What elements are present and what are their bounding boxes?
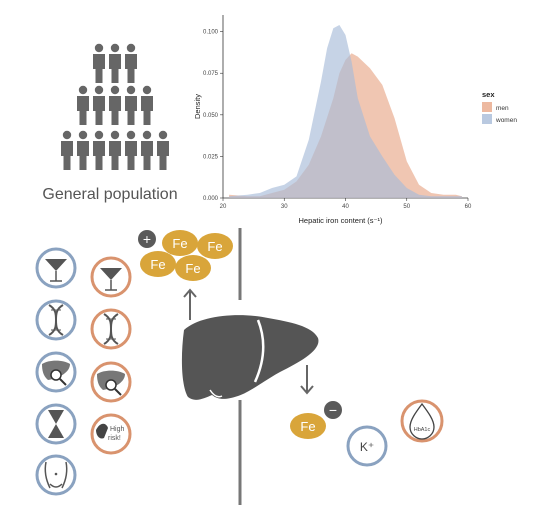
legend-label-men: men: [496, 105, 509, 112]
svg-text:K⁺: K⁺: [360, 440, 374, 454]
population-label: General population: [42, 186, 178, 203]
plus-icon: +: [138, 230, 156, 248]
down-arrow-icon: [300, 365, 314, 395]
svg-text:Fe: Fe: [150, 257, 165, 272]
potassium-circle: K⁺: [346, 425, 388, 467]
orange-liver-search-icon: [90, 361, 132, 403]
svg-text:Fe: Fe: [207, 239, 222, 254]
svg-text:High: High: [110, 426, 125, 433]
person-icon: [157, 130, 169, 170]
hba1c-drop-icon: HbA1c: [400, 399, 444, 443]
y-tick-label: 0.000: [203, 196, 219, 202]
blue-waist-icon: [35, 454, 77, 496]
orange-cocktail-icon: [90, 256, 132, 298]
person-icon: [125, 85, 137, 125]
legend-label-women: women: [495, 117, 517, 124]
legend-swatch-women: [482, 114, 492, 124]
legend-swatch-men: [482, 102, 492, 112]
svg-text:Fe: Fe: [300, 419, 315, 434]
person-icon: [125, 130, 137, 170]
person-icon: [141, 85, 153, 125]
y-axis-label: Density: [193, 94, 202, 119]
person-icon: [77, 85, 89, 125]
blue-hourglass-icon: [35, 403, 77, 445]
density-chart: 0.000 0.025 0.050 0.075 0.100 20 30 40 50 60 Hepat…: [193, 15, 472, 225]
x-tick-label: 30: [281, 204, 288, 210]
y-tick-label: 0.075: [203, 71, 219, 77]
svg-text:risk!: risk!: [108, 435, 121, 442]
x-tick-label: 60: [465, 204, 472, 210]
y-tick-label: 0.100: [203, 30, 219, 36]
x-axis-label: Hepatic iron content (s⁻¹): [299, 216, 383, 225]
svg-text:Fe: Fe: [172, 236, 187, 251]
liver-icon: [181, 315, 319, 400]
person-icon: [61, 130, 73, 170]
minus-icon: −: [324, 401, 342, 419]
x-tick-label: 20: [220, 204, 227, 210]
person-icon: [77, 130, 89, 170]
person-icon: [93, 85, 105, 125]
y-tick-label: 0.025: [203, 154, 219, 160]
person-icon: [125, 43, 137, 83]
density-area-women: [229, 25, 462, 198]
person-icon: [109, 43, 121, 83]
person-icon: [93, 43, 105, 83]
liver-iron-illustration: + Fe Fe Fe Fe Fe − K⁺: [35, 228, 444, 505]
svg-text:HbA1c: HbA1c: [414, 427, 431, 433]
iron-cluster-top: Fe Fe Fe Fe: [140, 230, 233, 281]
people-group-icon: [61, 43, 169, 170]
legend-title: sex: [482, 90, 495, 99]
x-tick-label: 50: [403, 204, 410, 210]
blue-cocktail-icon: [35, 247, 77, 289]
blue-liver-search-icon: [35, 351, 77, 393]
iron-bottom: Fe: [290, 413, 326, 439]
up-arrow-icon: [183, 288, 197, 320]
svg-text:Fe: Fe: [185, 261, 200, 276]
orange-high-risk-icon: High risk!: [90, 413, 132, 455]
blue-dna-icon: [35, 299, 77, 341]
y-tick-label: 0.050: [203, 113, 219, 119]
person-icon: [109, 130, 121, 170]
orange-dna-icon: [90, 308, 132, 350]
x-tick-label: 40: [342, 204, 349, 210]
person-icon: [109, 85, 121, 125]
svg-text:−: −: [329, 402, 337, 418]
person-icon: [93, 130, 105, 170]
person-icon: [141, 130, 153, 170]
svg-text:+: +: [143, 231, 151, 247]
